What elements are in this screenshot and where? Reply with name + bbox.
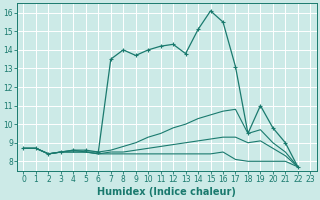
- X-axis label: Humidex (Indice chaleur): Humidex (Indice chaleur): [98, 187, 236, 197]
